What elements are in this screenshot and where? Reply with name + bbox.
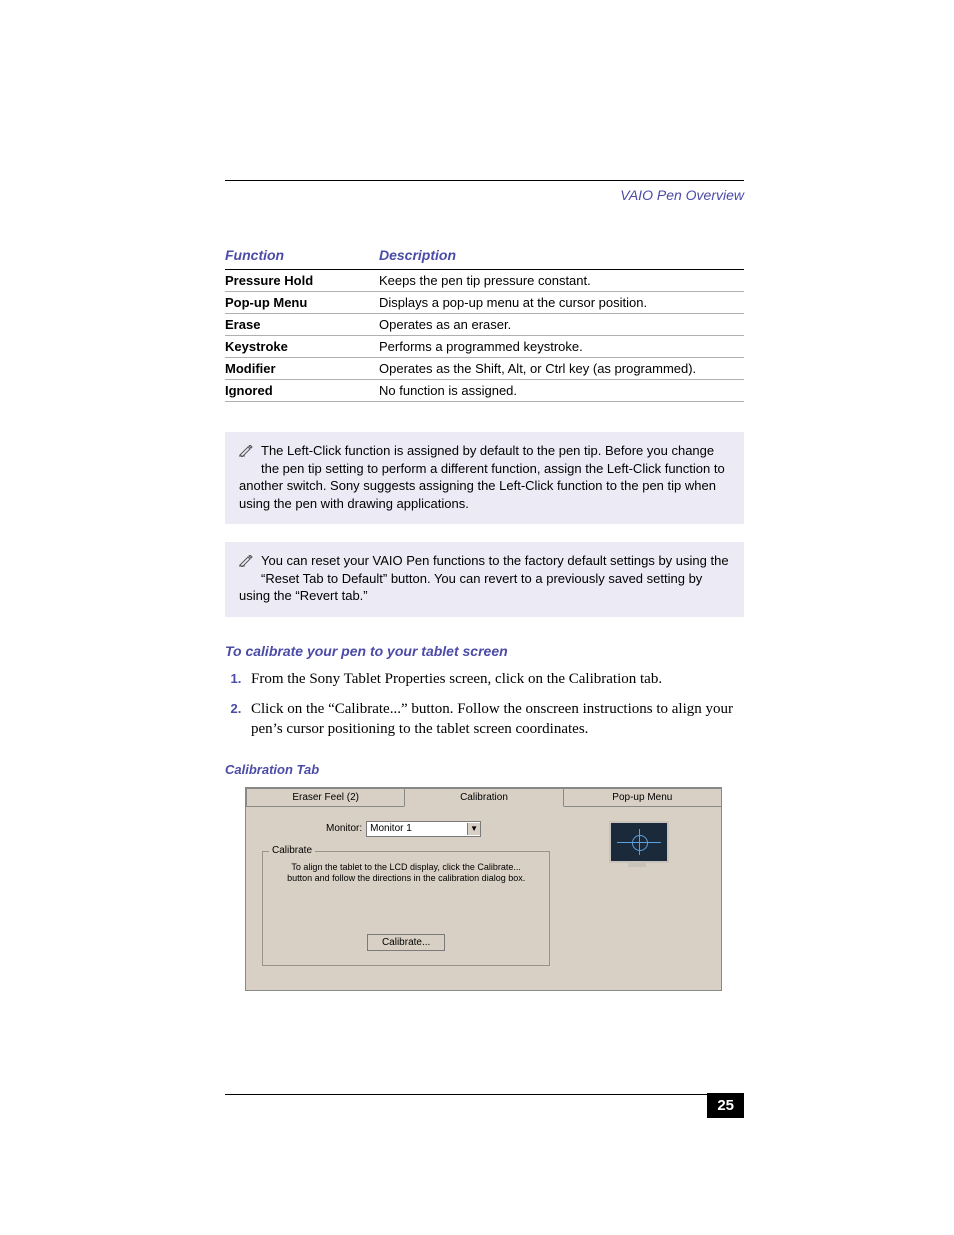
- page-number: 25: [707, 1093, 744, 1118]
- fn-name: Modifier: [225, 358, 379, 380]
- fn-desc: Keeps the pen tip pressure constant.: [379, 270, 744, 292]
- note-text: You can reset your VAIO Pen functions to…: [239, 553, 729, 603]
- table-header-function: Function: [225, 243, 379, 270]
- table-row: KeystrokePerforms a programmed keystroke…: [225, 336, 744, 358]
- monitor-graphic-icon: [609, 821, 665, 865]
- dialog-tab-strip: Eraser Feel (2) Calibration Pop-up Menu: [246, 788, 721, 807]
- section-title: VAIO Pen Overview: [225, 187, 744, 203]
- fieldset-legend: Calibrate: [269, 845, 315, 856]
- fn-name: Pop-up Menu: [225, 292, 379, 314]
- monitor-select-value: Monitor 1: [370, 823, 412, 834]
- dialog-body: Monitor: Monitor 1 ▼ Calibrate To align …: [246, 807, 721, 991]
- fn-desc: Operates as an eraser.: [379, 314, 744, 336]
- table-row: Pop-up MenuDisplays a pop-up menu at the…: [225, 292, 744, 314]
- table-row: IgnoredNo function is assigned.: [225, 380, 744, 402]
- page-footer: 25: [225, 1094, 744, 1095]
- table-header-description: Description: [379, 243, 744, 270]
- table-row: Pressure HoldKeeps the pen tip pressure …: [225, 270, 744, 292]
- fn-desc: No function is assigned.: [379, 380, 744, 402]
- tab-popup-menu[interactable]: Pop-up Menu: [563, 788, 722, 807]
- note-box-2: You can reset your VAIO Pen functions to…: [225, 542, 744, 617]
- monitor-label: Monitor:: [326, 823, 362, 834]
- dialog-right-pane: [563, 821, 711, 967]
- document-page: VAIO Pen Overview Function Description P…: [0, 0, 954, 1235]
- pencil-note-icon: [239, 444, 255, 462]
- calibration-dialog: Eraser Feel (2) Calibration Pop-up Menu …: [245, 787, 722, 992]
- table-row: ModifierOperates as the Shift, Alt, or C…: [225, 358, 744, 380]
- pencil-note-icon: [239, 554, 255, 572]
- monitor-row: Monitor: Monitor 1 ▼: [326, 821, 556, 837]
- function-table: Function Description Pressure HoldKeeps …: [225, 243, 744, 402]
- note-box-1: The Left-Click function is assigned by d…: [225, 432, 744, 524]
- fn-name: Erase: [225, 314, 379, 336]
- subheading-calibrate: To calibrate your pen to your tablet scr…: [225, 643, 744, 659]
- calibrate-fieldset: Calibrate To align the tablet to the LCD…: [262, 851, 550, 967]
- fn-name: Keystroke: [225, 336, 379, 358]
- top-rule: [225, 180, 744, 181]
- calibrate-button[interactable]: Calibrate...: [367, 934, 445, 951]
- step-item: From the Sony Tablet Properties screen, …: [245, 669, 744, 689]
- step-item: Click on the “Calibrate...” button. Foll…: [245, 699, 744, 740]
- fn-desc: Performs a programmed keystroke.: [379, 336, 744, 358]
- fieldset-text: To align the tablet to the LCD display, …: [271, 862, 541, 885]
- dialog-left-pane: Monitor: Monitor 1 ▼ Calibrate To align …: [256, 821, 563, 967]
- tab-calibration[interactable]: Calibration: [404, 788, 563, 807]
- fn-desc: Operates as the Shift, Alt, or Ctrl key …: [379, 358, 744, 380]
- chevron-down-icon: ▼: [467, 823, 480, 835]
- fn-name: Ignored: [225, 380, 379, 402]
- figure-caption: Calibration Tab: [225, 762, 744, 777]
- footer-rule: [225, 1094, 744, 1095]
- tab-eraser-feel[interactable]: Eraser Feel (2): [246, 788, 405, 807]
- note-text: The Left-Click function is assigned by d…: [239, 443, 725, 511]
- monitor-select[interactable]: Monitor 1 ▼: [366, 821, 481, 837]
- fn-desc: Displays a pop-up menu at the cursor pos…: [379, 292, 744, 314]
- fn-name: Pressure Hold: [225, 270, 379, 292]
- steps-list: From the Sony Tablet Properties screen, …: [225, 669, 744, 740]
- table-row: EraseOperates as an eraser.: [225, 314, 744, 336]
